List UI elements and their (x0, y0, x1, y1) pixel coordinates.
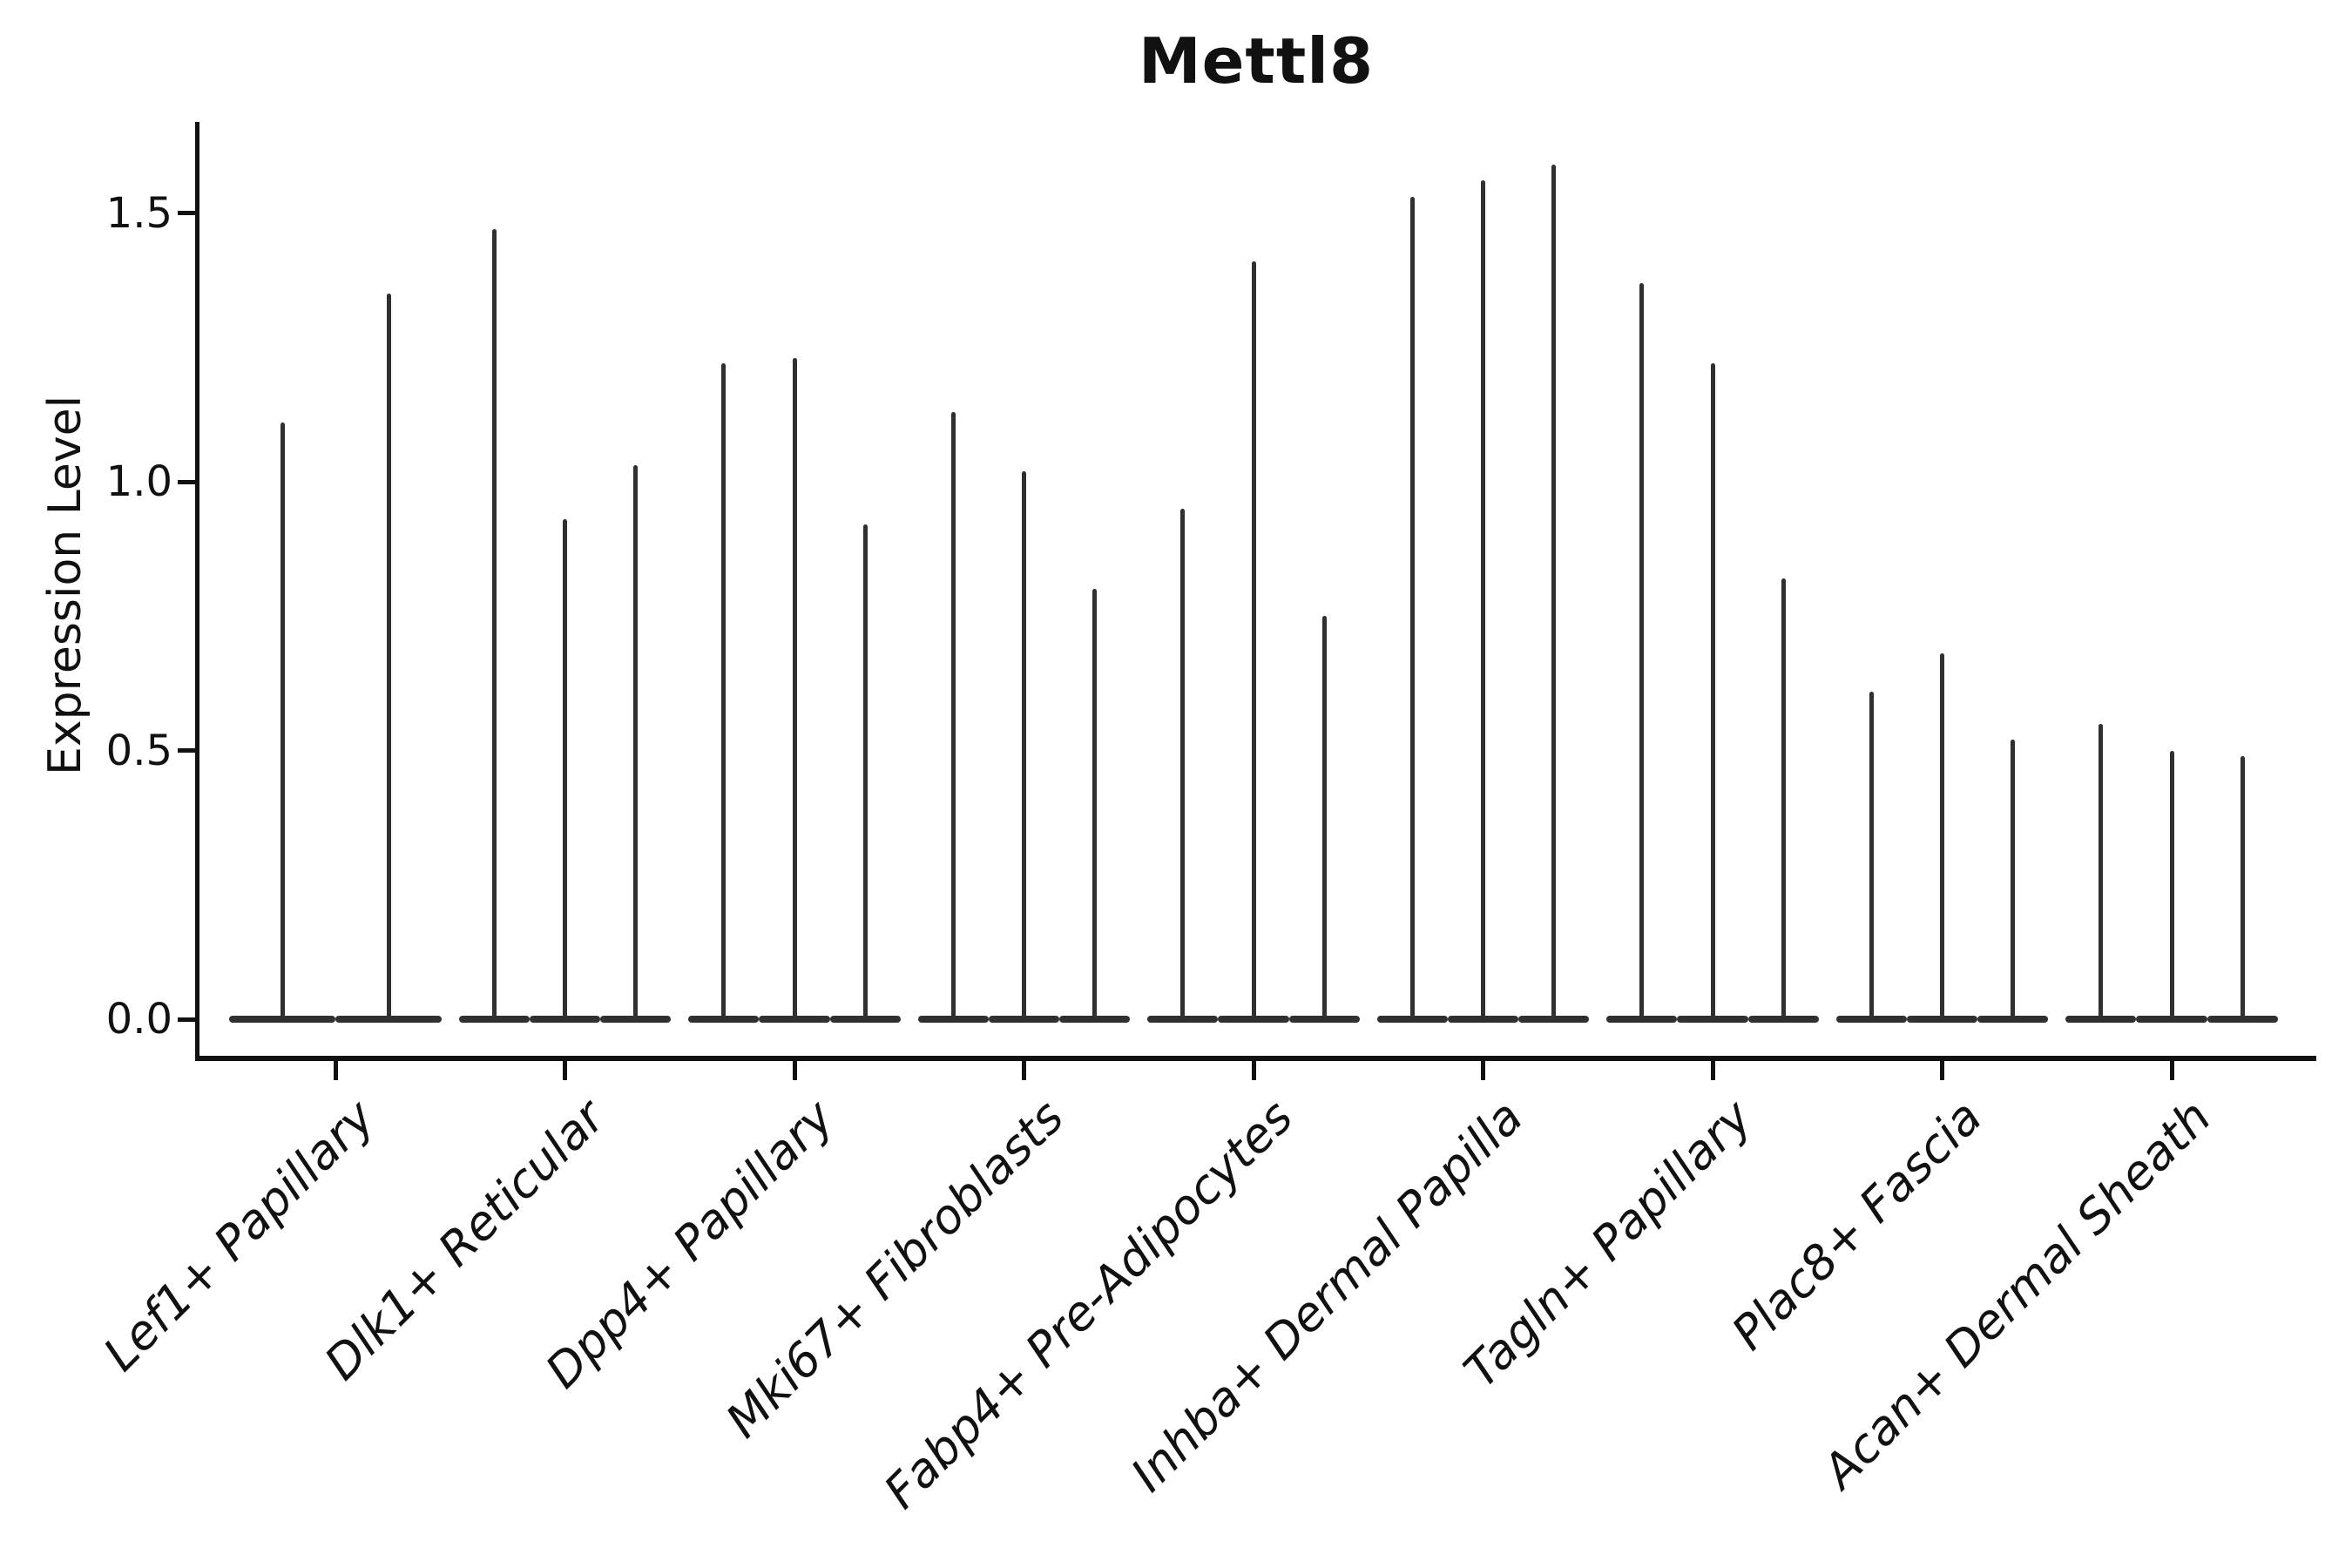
violin-spike (792, 358, 797, 1019)
violin-spike (1180, 508, 1186, 1019)
violin-base (600, 1016, 672, 1023)
violin-base (759, 1016, 830, 1023)
x-tick-mark (1481, 1061, 1485, 1080)
violin-base (1906, 1016, 1978, 1023)
violin-spike (386, 294, 391, 1019)
violin-spike (2099, 723, 2104, 1019)
violin-spike (1639, 282, 1645, 1019)
x-tick-mark (1251, 1061, 1256, 1080)
y-tick-mark (178, 211, 195, 215)
violin-base (1677, 1016, 1748, 1023)
x-axis-spine (195, 1056, 2316, 1061)
violin-base (829, 1016, 901, 1023)
x-tick-mark (563, 1061, 567, 1080)
violin-base (1059, 1016, 1131, 1023)
violin-spike (1869, 691, 1874, 1019)
violin-spike (2169, 750, 2174, 1019)
y-tick-mark (178, 479, 195, 484)
y-tick-label: 1.5 (105, 188, 172, 238)
violin-spike (721, 363, 727, 1019)
violin-spike (563, 519, 567, 1019)
violin-base (1376, 1016, 1448, 1023)
chart-title: Mettl8 (1138, 24, 1375, 98)
violin-base (2207, 1016, 2278, 1023)
violin-spike (491, 229, 497, 1019)
violin-base (1288, 1016, 1360, 1023)
y-tick-mark (178, 1017, 195, 1022)
violin-spike (280, 422, 285, 1019)
violin-spike (633, 465, 639, 1019)
violin-base (917, 1016, 989, 1023)
violin-spike (1022, 470, 1026, 1019)
violin-spike (950, 411, 956, 1019)
y-tick-label: 1.0 (105, 457, 172, 506)
violin-base (1835, 1016, 1907, 1023)
violin-spike (1551, 164, 1557, 1019)
x-tick-mark (2169, 1061, 2174, 1080)
violin-base (1218, 1016, 1289, 1023)
violin-spike (1092, 589, 1098, 1019)
violin-spike (1781, 578, 1786, 1019)
violin-spike (2240, 755, 2245, 1019)
x-tick-mark (1710, 1061, 1715, 1080)
y-tick-label: 0.5 (105, 726, 172, 775)
violin-base (688, 1016, 760, 1023)
x-tick-mark (1940, 1061, 1944, 1080)
violin-base (1147, 1016, 1219, 1023)
violin-base (1747, 1016, 1819, 1023)
violin-base (2136, 1016, 2207, 1023)
violin-base (1606, 1016, 1678, 1023)
violin-spike (862, 524, 868, 1019)
violin-base (1518, 1016, 1590, 1023)
violin-spike (1409, 196, 1415, 1019)
x-tick-mark (1022, 1061, 1026, 1080)
x-tick-mark (792, 1061, 797, 1080)
violin-base (458, 1016, 530, 1023)
y-axis-spine (195, 122, 199, 1061)
violin-spike (1481, 180, 1485, 1019)
x-tick-mark (333, 1061, 338, 1080)
violin-spike (2011, 740, 2016, 1019)
y-tick-label: 0.0 (105, 995, 172, 1044)
violin-spike (1251, 261, 1256, 1019)
y-tick-mark (178, 748, 195, 753)
violin-spike (1940, 653, 1944, 1019)
violin-spike (1710, 363, 1715, 1019)
violin-base (229, 1016, 335, 1023)
violin-base (335, 1016, 442, 1023)
violin-base (1977, 1016, 2049, 1023)
violin-base (2065, 1016, 2137, 1023)
violin-base (1447, 1016, 1519, 1023)
violin-base (988, 1016, 1060, 1023)
violin-base (529, 1016, 601, 1023)
violin-spike (1321, 616, 1327, 1019)
